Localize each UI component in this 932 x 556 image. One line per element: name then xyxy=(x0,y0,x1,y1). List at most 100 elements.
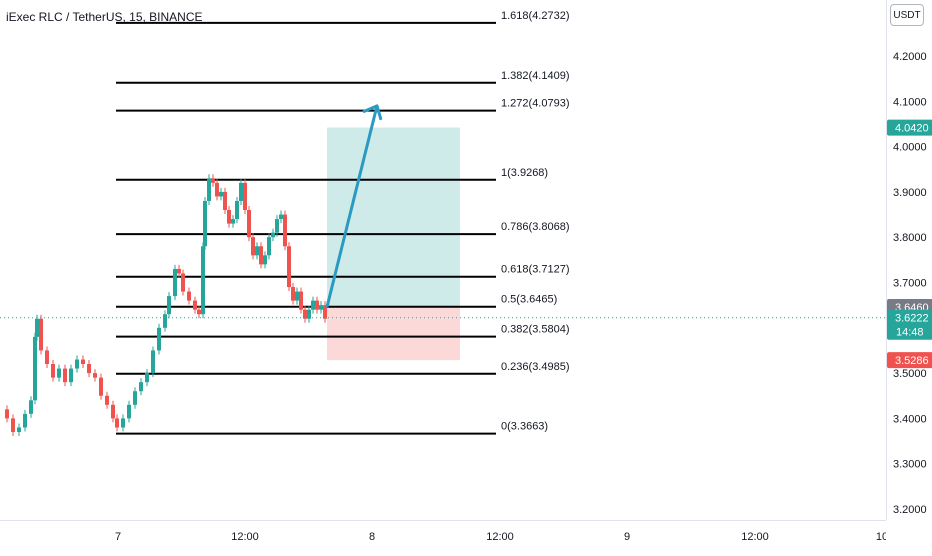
time-axis[interactable]: 7 12:00 8 12:00 9 12:00 10 xyxy=(0,520,888,551)
candle xyxy=(275,219,279,233)
candle xyxy=(177,268,181,274)
price-axis[interactable]: 4.20004.10004.00003.90003.80003.70003.60… xyxy=(886,0,932,520)
price-tag-label: 3.5286 xyxy=(895,355,929,367)
candle xyxy=(139,382,143,392)
time-tick: 12:00 xyxy=(231,531,259,543)
arrow-head-icon xyxy=(362,104,383,121)
candle xyxy=(157,327,161,351)
candle xyxy=(167,296,171,315)
candle xyxy=(239,182,243,201)
fib-level-label: 0.618(3.7127) xyxy=(501,264,570,276)
candle xyxy=(227,210,231,224)
candle xyxy=(211,178,215,183)
candle xyxy=(17,427,21,432)
candle xyxy=(29,400,33,414)
candle xyxy=(181,273,185,292)
candle xyxy=(307,309,311,319)
price-tick: 3.9000 xyxy=(893,187,927,199)
candle xyxy=(291,287,295,301)
candle xyxy=(93,373,97,378)
candle xyxy=(223,191,227,211)
candle xyxy=(311,300,315,310)
profit-zone[interactable] xyxy=(327,127,460,307)
fib-level-label: 1.272(4.0793) xyxy=(501,98,570,110)
price-tick: 3.5000 xyxy=(893,368,927,380)
price-tick: 4.2000 xyxy=(893,51,927,63)
candle xyxy=(81,359,85,365)
candle xyxy=(173,268,177,297)
time-tick: 10 xyxy=(876,531,886,543)
candle xyxy=(197,309,201,315)
time-tick: 12:00 xyxy=(486,531,514,543)
candle xyxy=(105,395,109,405)
price-tag xyxy=(887,119,932,136)
price-tick: 4.1000 xyxy=(893,96,927,108)
price-tick: 3.2000 xyxy=(893,504,927,516)
candle xyxy=(319,305,323,310)
candle xyxy=(267,237,271,256)
candle xyxy=(99,377,103,396)
candle xyxy=(69,368,73,383)
candle xyxy=(215,182,219,197)
candle xyxy=(201,246,205,315)
fib-level-label: 0.5(3.6465) xyxy=(501,294,557,306)
candle xyxy=(251,237,255,256)
candle xyxy=(75,359,79,369)
candle xyxy=(45,350,49,365)
candle xyxy=(287,246,291,288)
candle xyxy=(11,418,15,432)
price-tick: 3.3000 xyxy=(893,459,927,471)
loss-zone[interactable] xyxy=(327,306,460,361)
fib-level-label: 0.382(3.5804) xyxy=(501,324,570,336)
fib-level-label: 0.786(3.8068) xyxy=(501,221,570,233)
candle xyxy=(33,336,37,401)
candle xyxy=(39,318,43,351)
candle xyxy=(299,291,303,310)
candle xyxy=(127,404,131,419)
candle xyxy=(163,314,167,328)
fib-level-label: 0.236(3.4985) xyxy=(501,361,570,373)
fib-level-label: 1.618(4.2732) xyxy=(501,10,570,22)
price-tag-label: 4.0420 xyxy=(895,123,929,135)
candle xyxy=(255,246,259,256)
candle xyxy=(115,418,119,428)
price-tick: 3.7000 xyxy=(893,278,927,290)
candle xyxy=(323,305,327,319)
price-tick: 4.0000 xyxy=(893,142,927,154)
projection-arrow[interactable] xyxy=(325,105,379,308)
fib-level-label: 1(3.9268) xyxy=(501,167,548,179)
candle xyxy=(121,418,125,428)
candle xyxy=(63,368,67,383)
fib-level-label: 1.382(4.1409) xyxy=(501,70,570,82)
candle xyxy=(247,210,251,238)
candle xyxy=(303,309,307,319)
time-tick: 12:00 xyxy=(741,531,769,543)
time-tick: 8 xyxy=(369,531,375,543)
candle xyxy=(193,300,197,310)
price-tag xyxy=(887,352,932,369)
candle xyxy=(35,318,39,337)
price-tick: 3.8000 xyxy=(893,232,927,244)
candle xyxy=(295,291,299,301)
candle xyxy=(207,178,211,201)
countdown-label: 14:48 xyxy=(896,327,924,339)
candle xyxy=(259,246,263,265)
chart-area[interactable]: 1.618(4.2732) 1.382(4.1409) 1.272(4.0793) 1… xyxy=(0,0,886,520)
candle xyxy=(111,404,115,419)
chart-title: iExec RLC / TetherUS, 15, BINANCE xyxy=(6,10,203,24)
price-tag xyxy=(887,309,932,340)
candle xyxy=(5,409,9,419)
candle xyxy=(51,364,55,378)
candle xyxy=(263,255,267,265)
time-tick: 7 xyxy=(115,531,121,543)
candle xyxy=(283,214,287,247)
candle xyxy=(235,200,239,220)
candle xyxy=(151,350,155,374)
fib-level-label: 0(3.3663) xyxy=(501,421,548,433)
candle xyxy=(279,214,283,220)
time-tick: 9 xyxy=(624,531,630,543)
chart-canvas[interactable]: 1.618(4.2732) 1.382(4.1409) 1.272(4.0793) 1… xyxy=(0,0,886,520)
candle xyxy=(87,364,91,374)
currency-button[interactable]: USDT xyxy=(890,4,924,26)
candle xyxy=(203,200,207,247)
